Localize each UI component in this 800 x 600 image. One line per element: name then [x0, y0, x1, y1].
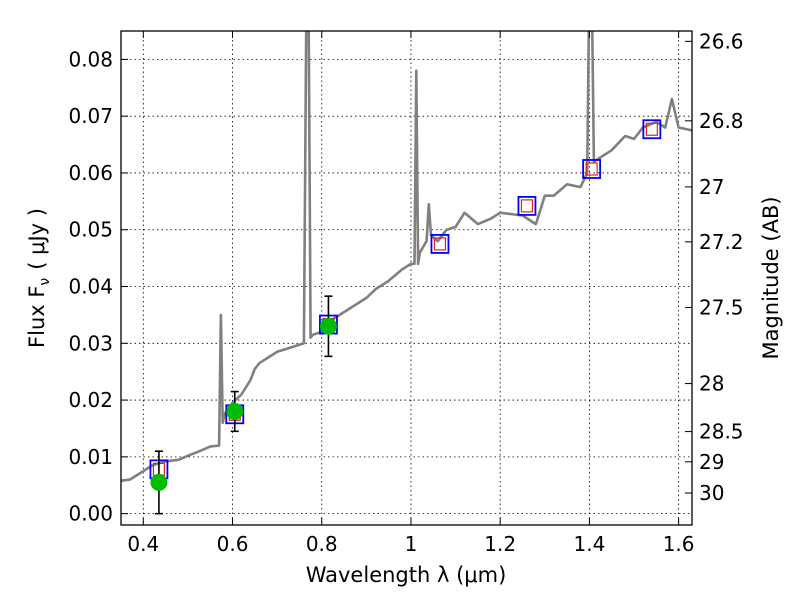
- y-tick-label: 0.03: [68, 331, 113, 355]
- mag-tick-label: 29: [699, 450, 724, 474]
- mag-tick-label: 28.5: [699, 420, 744, 444]
- mag-tick-label: 27: [699, 175, 724, 199]
- y-tick-label: 0.00: [68, 502, 113, 526]
- mag-tick-label: 26.8: [699, 109, 744, 133]
- model-inner: [433, 237, 447, 251]
- y-tick-label: 0.07: [68, 104, 113, 128]
- y-tick-label: 0.01: [68, 445, 113, 469]
- mag-tick-label: 28: [699, 372, 724, 396]
- model-box: [517, 195, 537, 216]
- observed-point: [150, 473, 168, 491]
- mag-tick-label: 26.6: [699, 29, 744, 53]
- model-box: [642, 119, 662, 140]
- model-box: [582, 159, 602, 179]
- mag-tick-label: 27.5: [699, 295, 744, 319]
- x-tick-label: 1: [405, 532, 418, 556]
- x-tick-label: 0.4: [127, 532, 159, 556]
- x-tick-label: 1.2: [484, 532, 516, 556]
- axis-ticks: 0.4 0.6 0.8 1 1.2 1.4 1.6 0.00 0.01 0.02 0.03 0.04 0…: [68, 29, 743, 556]
- spectrum-line: [121, 31, 692, 482]
- y-tick-label: 0.05: [68, 218, 113, 242]
- y-axis-label-right: Magnitude (AB): [759, 196, 783, 359]
- y-tick-label: 0.02: [68, 388, 113, 412]
- plot-frame: [120, 30, 693, 526]
- y-tick-label: 0.04: [68, 275, 113, 299]
- model-inner: [585, 162, 598, 176]
- y-tick-label: 0.08: [68, 47, 113, 71]
- observed-point: [319, 317, 337, 335]
- model-inner: [520, 199, 534, 213]
- plot-area: [121, 31, 692, 515]
- x-tick-label: 0.6: [217, 532, 249, 556]
- model-inner: [645, 122, 658, 136]
- observed-point: [226, 402, 244, 420]
- mag-tick-label: 30: [699, 481, 724, 505]
- y-axis-label-left-unit: ( μJy ): [25, 208, 49, 270]
- gridlines: [121, 31, 692, 525]
- y-tick-label: 0.06: [68, 161, 113, 185]
- x-tick-label: 1.4: [573, 532, 605, 556]
- y-axis-label-left: Flux Fν ( μJy ): [25, 208, 53, 348]
- y-axis-label-left-subscript: ν: [37, 278, 53, 286]
- x-tick-label: 1.6: [663, 532, 695, 556]
- x-tick-label: 0.8: [306, 532, 338, 556]
- x-axis-label: Wavelength λ (μm): [306, 563, 507, 587]
- mag-tick-label: 27.2: [699, 230, 744, 254]
- model-box: [430, 234, 450, 254]
- y-axis-label-left-text: Flux F: [25, 286, 49, 348]
